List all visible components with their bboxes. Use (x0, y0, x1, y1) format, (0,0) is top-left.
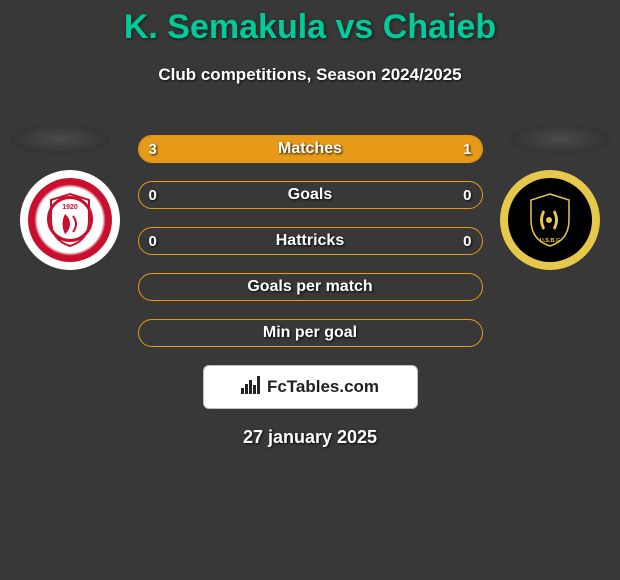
bar-value-right: 1 (463, 136, 471, 162)
stat-bar-matches: 3 Matches 1 (138, 135, 483, 163)
bar-value-right: 0 (463, 228, 471, 254)
watermark[interactable]: FcTables.com (203, 365, 418, 409)
club-crest-right: U.S.B.G (500, 170, 600, 270)
bar-label: Goals (139, 182, 482, 208)
bar-value-right: 0 (463, 182, 471, 208)
club-africain-icon: 1920 (47, 192, 93, 248)
date-label: 27 january 2025 (0, 427, 620, 448)
bar-label: Goals per match (139, 274, 482, 300)
stat-bar-goals: 0 Goals 0 (138, 181, 483, 209)
subtitle: Club competitions, Season 2024/2025 (0, 65, 620, 85)
bar-label: Matches (139, 136, 482, 162)
us-ben-guerdane-icon: U.S.B.G (527, 192, 573, 248)
watermark-text: FcTables.com (267, 377, 379, 397)
player-disc-right (510, 124, 610, 154)
bar-label: Hattricks (139, 228, 482, 254)
crest-year: 1920 (62, 204, 78, 211)
crest-initials: U.S.B.G (540, 238, 560, 244)
stat-bar-goals-per-match: Goals per match (138, 273, 483, 301)
player-disc-left (10, 124, 110, 154)
stat-bars: 3 Matches 1 0 Goals 0 0 Hattricks 0 Goal… (138, 135, 483, 347)
bars-icon (241, 376, 261, 399)
stat-bar-min-per-goal: Min per goal (138, 319, 483, 347)
stat-bar-hattricks: 0 Hattricks 0 (138, 227, 483, 255)
club-crest-left: 1920 (20, 170, 120, 270)
bar-label: Min per goal (139, 320, 482, 346)
page-title: K. Semakula vs Chaieb (0, 0, 620, 47)
